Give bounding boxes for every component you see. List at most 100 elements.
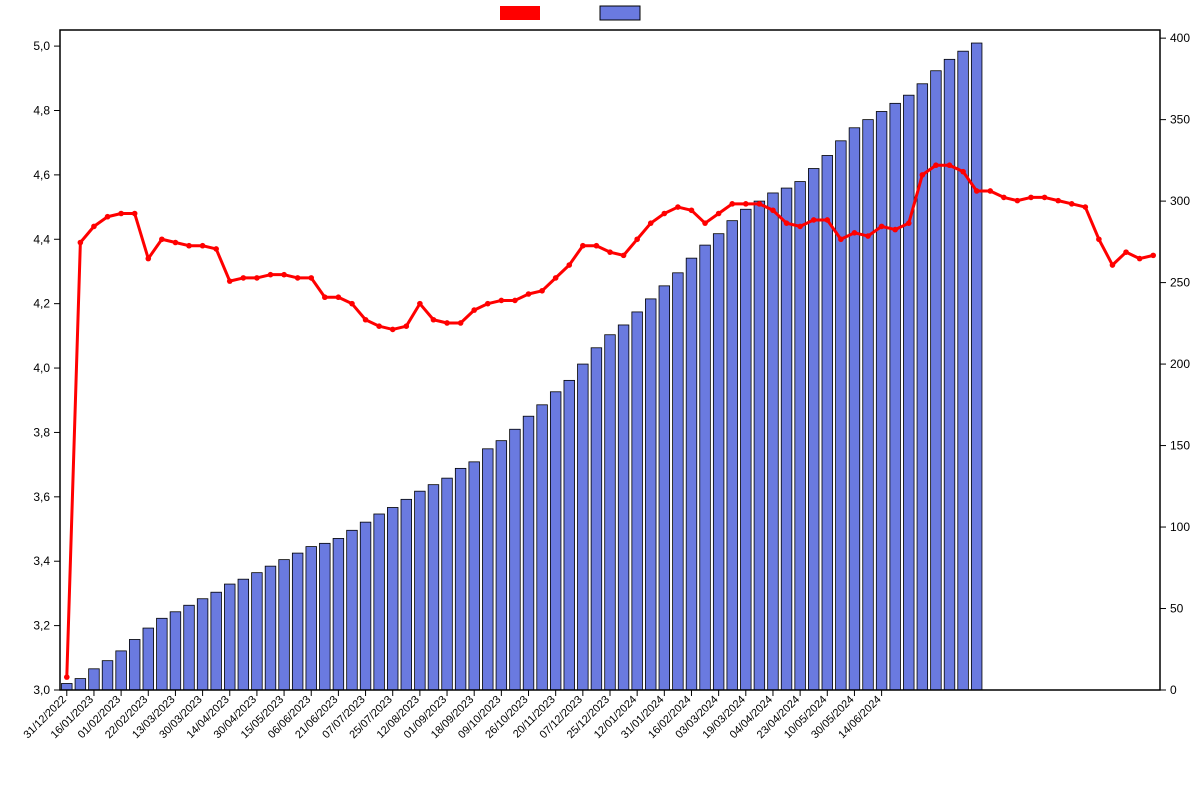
line-marker — [105, 214, 111, 220]
line-marker — [784, 220, 790, 226]
left-tick-label: 3,4 — [33, 554, 50, 568]
line-marker — [906, 220, 912, 226]
bar — [211, 592, 222, 690]
bar — [320, 543, 331, 690]
line-marker — [526, 291, 532, 297]
bar — [333, 538, 344, 690]
bar — [102, 661, 113, 690]
bar — [184, 605, 195, 690]
bar — [673, 273, 684, 690]
line-marker — [729, 201, 735, 207]
bar — [89, 669, 100, 690]
line-marker — [1055, 198, 1061, 204]
left-tick-label: 3,8 — [33, 425, 50, 439]
bar — [795, 182, 806, 690]
line-marker — [987, 188, 993, 194]
bar — [768, 193, 779, 690]
line-marker — [91, 224, 97, 230]
bar — [659, 286, 670, 690]
line-marker — [879, 224, 885, 230]
right-tick-label: 50 — [1170, 602, 1184, 616]
right-tick-label: 200 — [1170, 357, 1190, 371]
line-marker — [594, 243, 600, 249]
left-tick-label: 3,0 — [33, 683, 50, 697]
bar — [197, 599, 208, 690]
line-marker — [539, 288, 545, 294]
right-axis: 050100150200250300350400 — [1160, 31, 1190, 697]
left-axis: 3,03,23,43,63,84,04,24,44,64,85,0 — [33, 39, 60, 697]
combo-chart: 3,03,23,43,63,84,04,24,44,64,85,00501001… — [0, 0, 1200, 800]
line-marker — [824, 217, 830, 223]
line-marker — [118, 211, 124, 217]
line-marker — [376, 323, 382, 329]
bar — [157, 618, 168, 690]
bar — [252, 573, 263, 690]
line-marker — [947, 162, 953, 168]
right-tick-label: 100 — [1170, 520, 1190, 534]
line-marker — [553, 275, 559, 281]
bar — [129, 639, 140, 690]
line-marker — [1028, 195, 1034, 201]
line-marker — [404, 323, 410, 329]
right-tick-label: 300 — [1170, 194, 1190, 208]
line-marker — [566, 262, 572, 268]
line-marker — [213, 246, 219, 252]
bar — [360, 522, 371, 690]
left-tick-label: 5,0 — [33, 39, 50, 53]
line-marker — [78, 240, 84, 246]
line-marker — [1083, 204, 1089, 210]
left-tick-label: 4,0 — [33, 361, 50, 375]
line-marker — [471, 307, 477, 313]
right-tick-label: 150 — [1170, 439, 1190, 453]
line-marker — [1137, 256, 1143, 262]
line-marker — [634, 236, 640, 242]
line-marker — [64, 674, 70, 680]
bar — [605, 335, 616, 690]
line-marker — [1069, 201, 1075, 207]
bar — [265, 566, 276, 690]
line-marker — [390, 327, 396, 333]
line-marker — [499, 298, 505, 304]
line-marker — [159, 236, 165, 242]
line-marker — [254, 275, 260, 281]
line-marker — [865, 233, 871, 239]
line-marker — [458, 320, 464, 326]
bar — [61, 683, 72, 690]
bar — [224, 584, 235, 690]
right-tick-label: 400 — [1170, 31, 1190, 45]
line-marker — [241, 275, 247, 281]
line-marker — [607, 249, 613, 255]
line-marker — [322, 294, 328, 300]
line-marker — [1042, 195, 1048, 201]
bar — [469, 462, 480, 690]
legend-swatch-line — [500, 6, 540, 20]
right-tick-label: 0 — [1170, 683, 1177, 697]
bar — [645, 299, 656, 690]
line-marker — [485, 301, 491, 307]
line-marker — [295, 275, 301, 281]
bar — [890, 103, 901, 690]
bar — [863, 120, 874, 690]
bar — [632, 312, 643, 690]
bar — [686, 258, 697, 690]
line-marker — [892, 227, 898, 233]
line-marker — [363, 317, 369, 323]
bar — [849, 128, 860, 690]
line-marker — [512, 298, 518, 304]
bar — [143, 628, 154, 690]
line-marker — [349, 301, 355, 307]
left-tick-label: 4,4 — [33, 232, 50, 246]
line-marker — [145, 256, 151, 262]
left-tick-label: 4,6 — [33, 168, 50, 182]
bar — [347, 530, 358, 690]
line-marker — [580, 243, 586, 249]
bar — [238, 579, 249, 690]
line-marker — [797, 224, 803, 230]
bar — [537, 405, 548, 690]
bar — [523, 416, 534, 690]
bar — [550, 392, 561, 690]
bar — [374, 514, 385, 690]
line-marker — [173, 240, 179, 246]
line-marker — [132, 211, 138, 217]
right-tick-label: 250 — [1170, 276, 1190, 290]
